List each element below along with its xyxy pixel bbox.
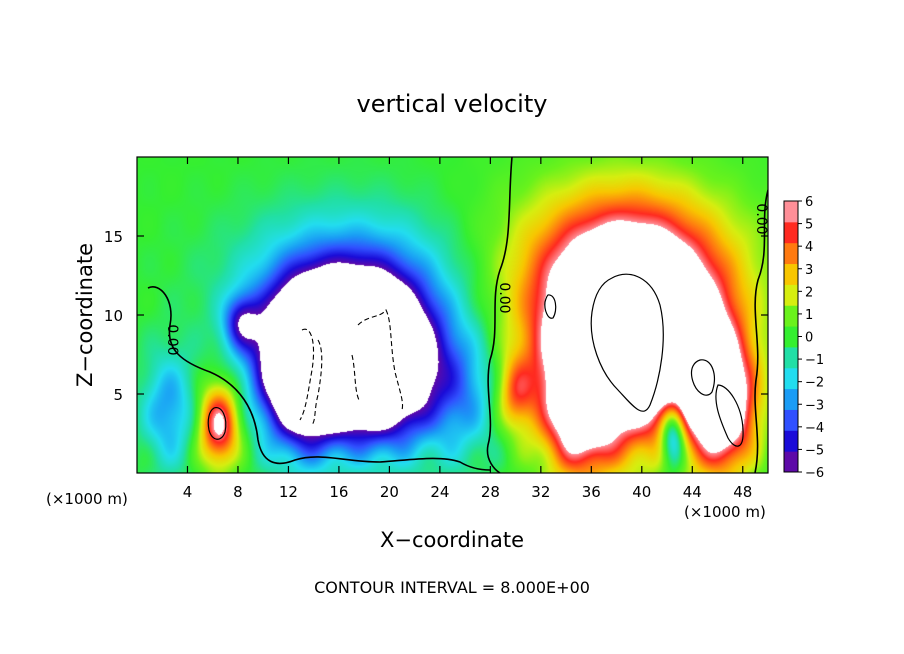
negative-contour-dashed-1	[299, 328, 315, 421]
colorbar-swatch	[784, 409, 798, 431]
y-axis-label: Z−coordinate	[73, 243, 97, 387]
positive-contour-small	[544, 294, 557, 319]
x-tick-label: 48	[733, 483, 752, 501]
negative-contour-dashed-3	[357, 308, 404, 411]
colorbar-label: 4	[805, 240, 813, 255]
contour-value-labels: 0.00 0.00 0.00	[164, 203, 769, 355]
y-tick-label: 10	[104, 307, 123, 325]
colorbar-swatch	[784, 430, 798, 452]
x-tick-label: 36	[582, 483, 601, 501]
x-axis-label: X−coordinate	[380, 528, 524, 552]
colorbar-swatch	[784, 201, 798, 223]
contour-interval-note: CONTOUR INTERVAL = 8.000E+00	[314, 578, 590, 597]
positive-contour-core	[590, 273, 664, 412]
colorbar-swatch	[784, 221, 798, 244]
colorbar-swatch	[784, 346, 798, 369]
velocity-field-shading	[137, 157, 768, 473]
colorbar-swatch	[784, 388, 798, 410]
x-tick-label: 24	[430, 483, 449, 501]
colorbar-swatch	[784, 263, 798, 285]
colorbar-label: −1	[805, 353, 824, 368]
positive-contour-left-updraft	[207, 407, 227, 440]
x-tick-label: 32	[531, 483, 550, 501]
colorbar-swatch	[784, 284, 798, 306]
positive-contour-updraft-right	[715, 384, 744, 447]
zero-contour-middle	[486, 157, 513, 473]
colorbar-label: −3	[805, 398, 824, 413]
colorbar-label: 5	[805, 218, 813, 233]
negative-contour-dashed-4	[351, 354, 361, 403]
colorbar-label: 3	[805, 263, 813, 278]
colorbar-label: 0	[805, 331, 813, 346]
x-tick-label: 8	[233, 483, 243, 501]
colorbar-label: 6	[805, 195, 813, 210]
x-tick-label: 40	[632, 483, 651, 501]
x-unit-label-right: (×1000 m)	[684, 503, 766, 521]
colorbar-swatch	[784, 305, 798, 327]
x-tick-label: 28	[481, 483, 500, 501]
colorbar-label: 1	[805, 308, 813, 323]
colorbar-swatch	[784, 326, 798, 348]
colorbar-label: −4	[805, 421, 824, 436]
colorbar-swatch	[784, 451, 798, 473]
contour-label: 0.00	[164, 324, 180, 355]
x-tick-label: 44	[683, 483, 702, 501]
x-tick-label: 12	[279, 483, 298, 501]
colorbar-label: −5	[805, 443, 824, 458]
colorbar-swatch	[784, 242, 798, 265]
y-tick-label: 5	[113, 386, 123, 404]
negative-contour-dashed-2	[311, 339, 323, 426]
colorbar-label: 2	[805, 285, 813, 300]
positive-contour-updraft-right-2	[690, 359, 715, 396]
colorbar-label: −6	[805, 466, 824, 481]
x-unit-label-left: (×1000 m)	[46, 490, 128, 508]
x-tick-label: 4	[183, 483, 193, 501]
colorbar-label: −2	[805, 376, 824, 391]
y-tick-label: 15	[104, 228, 123, 246]
zero-contour-left	[147, 286, 491, 471]
chart-title: vertical velocity	[357, 90, 548, 118]
x-tick-label: 20	[380, 483, 399, 501]
contour-label: 0.00	[496, 282, 512, 313]
color-scale-legend: 6 5 4 3 2 1 0 −1 −2 −3 −4 −5 −6	[783, 195, 824, 481]
x-tick-label: 16	[329, 483, 348, 501]
colorbar-swatch	[784, 367, 798, 390]
contour-label: 0.00	[753, 203, 769, 234]
